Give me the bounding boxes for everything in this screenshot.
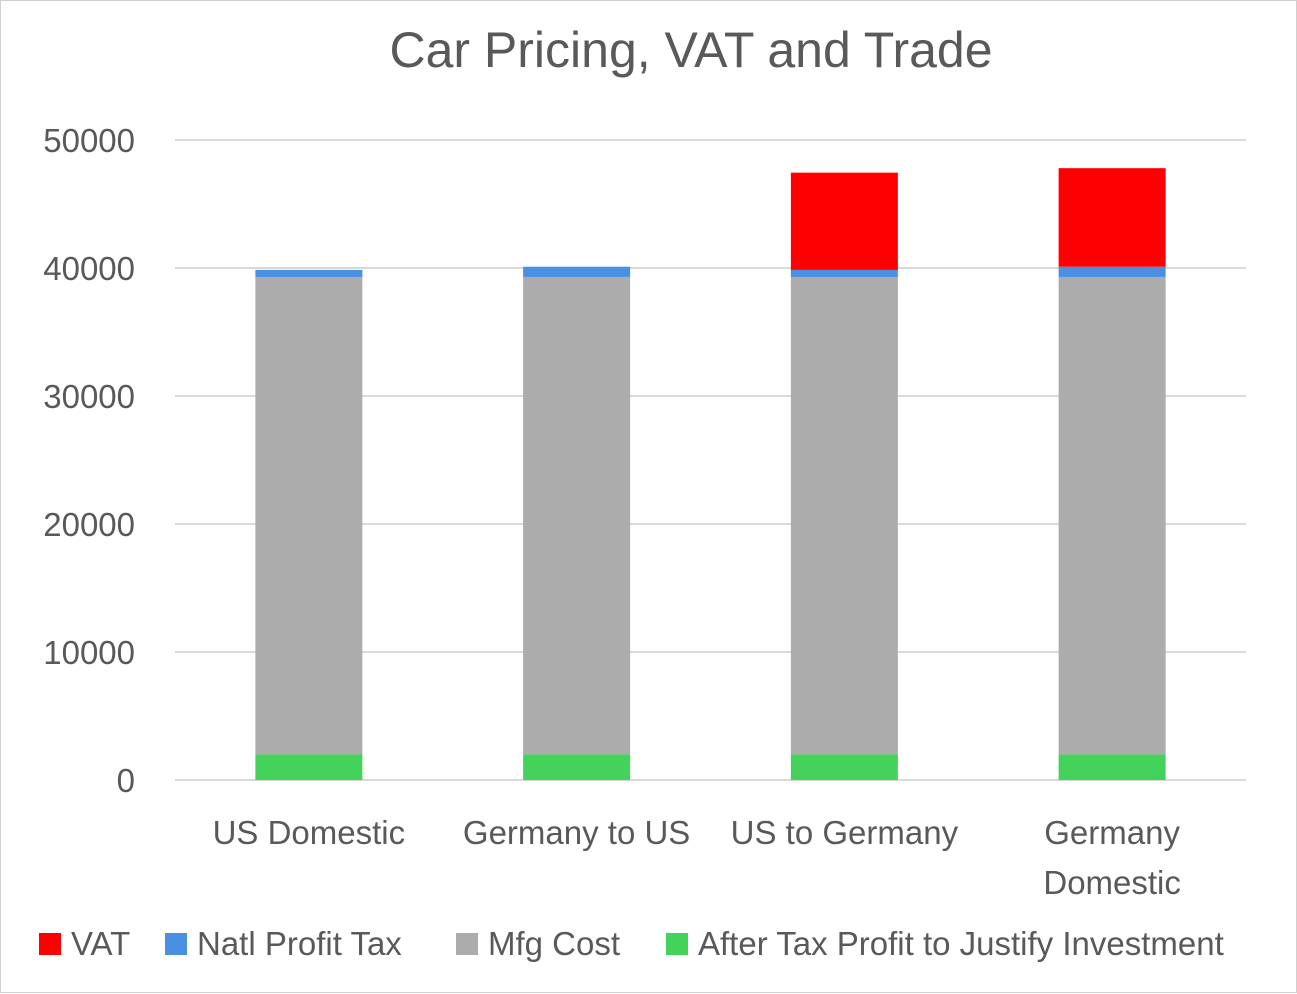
y-tick-label: 40000 [43, 250, 135, 287]
bar-segment-after-tax-profit-to-justify-investment [255, 754, 363, 780]
x-category-label: US Domestic [213, 814, 406, 851]
x-axis-categories: US Domestic Germany to US US to Germany Ger… [213, 814, 1181, 901]
bar-segment-natl-profit-tax [255, 269, 363, 277]
bar-segment-after-tax-profit-to-justify-investment [790, 754, 898, 780]
legend-swatch [39, 933, 61, 955]
x-category-label: US to Germany [731, 814, 959, 851]
x-category-label: Domestic [1043, 864, 1181, 901]
y-axis-ticks: 0 10000 20000 30000 40000 50000 [43, 122, 135, 799]
legend-swatch [456, 933, 478, 955]
bar-segment-vat [1058, 168, 1166, 267]
legend-label: Natl Profit Tax [197, 925, 402, 962]
y-tick-label: 50000 [43, 122, 135, 159]
y-tick-label: 30000 [43, 378, 135, 415]
x-category-label: Germany [1044, 814, 1180, 851]
bar-segment-natl-profit-tax [523, 266, 631, 277]
bar-segment-vat [790, 172, 898, 270]
bar-segment-after-tax-profit-to-justify-investment [1058, 754, 1166, 780]
legend-label: Mfg Cost [488, 925, 620, 962]
bar-segment-after-tax-profit-to-justify-investment [523, 754, 631, 780]
bars [255, 168, 1166, 780]
bar-segment-natl-profit-tax [1058, 266, 1166, 277]
legend-item: Natl Profit Tax [165, 925, 402, 962]
y-tick-label: 10000 [43, 634, 135, 671]
legend-swatch [666, 933, 688, 955]
legend: VAT Natl Profit Tax Mfg Cost After Tax Prof… [39, 925, 1224, 962]
chart-title: Car Pricing, VAT and Trade [389, 22, 992, 78]
legend-item: Mfg Cost [456, 925, 620, 962]
legend-item: VAT [39, 925, 130, 962]
bar-segment-natl-profit-tax [790, 269, 898, 277]
legend-item: After Tax Profit to Justify Investment [666, 925, 1224, 962]
legend-label: VAT [71, 925, 130, 962]
bar-segment-mfg-cost [255, 276, 363, 755]
legend-label: After Tax Profit to Justify Investment [698, 925, 1224, 962]
bar-segment-mfg-cost [790, 276, 898, 755]
bar-segment-mfg-cost [1058, 276, 1166, 755]
bar-segment-mfg-cost [523, 276, 631, 755]
legend-swatch [165, 933, 187, 955]
x-category-label: Germany to US [463, 814, 690, 851]
y-tick-label: 20000 [43, 506, 135, 543]
y-tick-label: 0 [117, 762, 135, 799]
